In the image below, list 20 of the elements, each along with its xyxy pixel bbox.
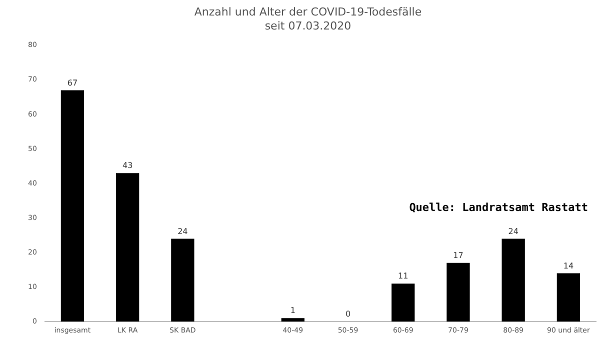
data-label: 67 (67, 78, 78, 88)
bar (392, 284, 415, 322)
data-label: 24 (508, 226, 518, 236)
bar (60, 90, 84, 322)
data-label: 11 (398, 272, 408, 281)
annotation: Quelle: Landratsamt Rastatt (409, 201, 588, 214)
bar (502, 238, 525, 322)
bar (446, 262, 470, 322)
data-label: 1 (290, 306, 296, 316)
data-label: 17 (453, 250, 464, 260)
data-label: 14 (563, 261, 574, 270)
bar (556, 273, 580, 322)
chart-title: Anzahl und Alter der COVID-19-Todesfälle (194, 5, 422, 18)
bar (281, 318, 304, 322)
data-label: 24 (178, 226, 188, 236)
data-label: 0 (345, 310, 351, 319)
bar (171, 238, 194, 322)
chart-subtitle: seit 07.03.2020 (264, 20, 352, 33)
bar (116, 173, 140, 322)
data-label: 43 (122, 161, 133, 170)
